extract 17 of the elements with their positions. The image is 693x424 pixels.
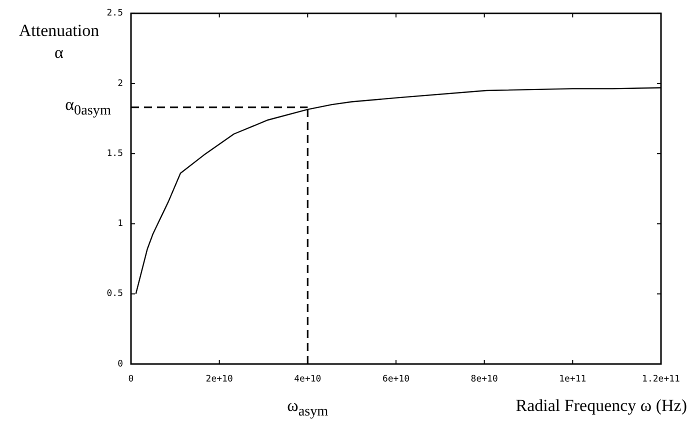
y-axis-title: Attenuation α — [18, 20, 100, 64]
ref-line-label: α$_{0asym}$ — [65, 95, 111, 120]
y-tick-label: 1 — [118, 219, 123, 230]
y-tick-label: 2.5 — [106, 8, 123, 19]
x-axis-title: Radial Frequency ω (Hz) — [516, 396, 687, 416]
x-tick-label: 6e+10 — [382, 374, 410, 385]
x-tick-label: 8e+10 — [470, 374, 498, 385]
ref-line-label: ω$_{asym}$ — [286, 396, 330, 420]
y-tick-label: 0.5 — [106, 289, 123, 300]
x-tick-label: 1e+11 — [559, 374, 586, 385]
x-tick-label: 4e+10 — [294, 374, 322, 385]
y-tick-label: 1.5 — [106, 148, 123, 159]
x-tick-label: 2e+10 — [206, 374, 233, 385]
y-tick-label: 2 — [118, 78, 123, 89]
y-tick-label: 0 — [118, 359, 123, 370]
x-tick-label: 0 — [128, 374, 134, 385]
x-tick-label: 1.2e+11 — [642, 374, 680, 385]
